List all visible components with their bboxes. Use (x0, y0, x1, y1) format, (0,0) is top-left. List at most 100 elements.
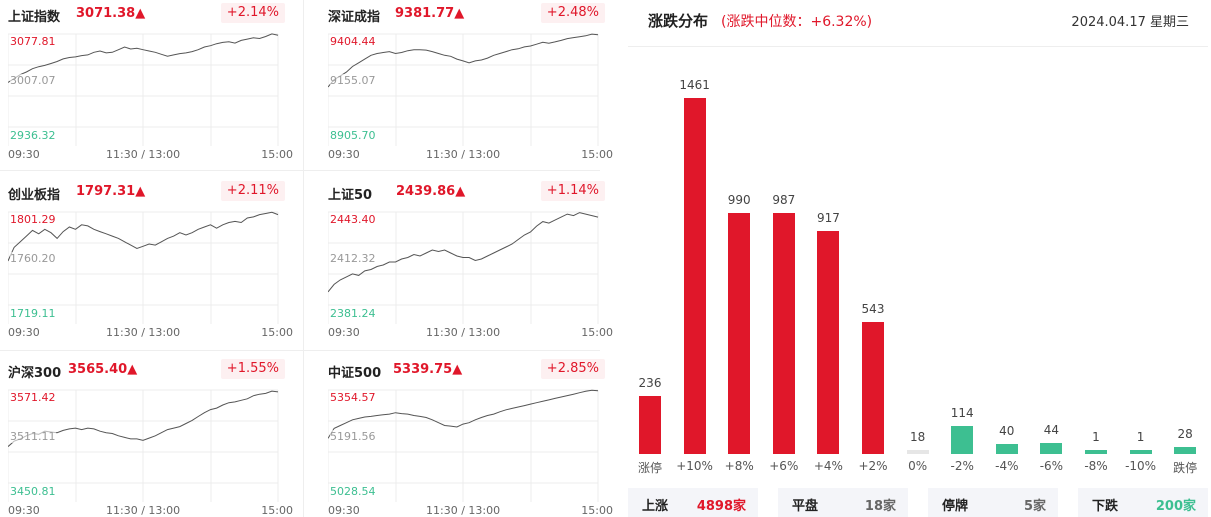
bar-value-label: 1461 (679, 78, 710, 92)
index-card-header: 上证指数 3071.38▲ +2.14% (8, 0, 293, 26)
time-mid: 11:30 / 13:00 (106, 148, 181, 161)
index-card[interactable]: 上证50 2439.86▲ +1.14% 2443.40 2412.32 238… (328, 178, 613, 340)
distribution-bar (1040, 443, 1063, 454)
header-divider (628, 46, 1208, 47)
row-divider (0, 350, 600, 351)
intraday-line-chart (328, 211, 599, 324)
distribution-bar-chart: 236 涨停 1461 +10% 990 +8% 987 +6% 917 +4% 543 +2% 18 0… (628, 60, 1208, 480)
intraday-line-chart (328, 33, 599, 146)
stat-down-label: 下跌 (1092, 499, 1119, 514)
distribution-bar (1129, 450, 1152, 454)
bar-category-label: 涨停 (637, 461, 662, 475)
distribution-bar (683, 98, 706, 454)
time-end: 15:00 (581, 326, 613, 339)
index-card[interactable]: 创业板指 1797.31▲ +2.11% 1801.29 1760.20 171… (8, 178, 293, 340)
index-name: 上证50 (328, 188, 373, 203)
axis-low-label: 8905.70 (330, 129, 376, 142)
index-name: 深证成指 (328, 10, 381, 25)
time-mid: 11:30 / 13:00 (106, 326, 181, 339)
time-start: 09:30 (328, 148, 360, 161)
index-price: 3565.40▲ (68, 362, 138, 377)
intraday-line-chart (328, 389, 599, 502)
column-divider (303, 0, 304, 517)
axis-mid-label: 5191.56 (330, 430, 376, 443)
index-price: 1797.31▲ (76, 184, 146, 199)
bar-category-label: -10% (1125, 459, 1157, 473)
distribution-bar (1174, 447, 1197, 454)
distribution-bar (639, 396, 661, 454)
index-name: 创业板指 (8, 188, 61, 203)
distribution-bar (817, 231, 840, 454)
intraday-chart: 5354.57 5191.56 5028.54 (328, 382, 613, 502)
axis-mid-label: 3007.07 (10, 74, 56, 87)
axis-mid-label: 2412.32 (330, 252, 376, 265)
distribution-title: 涨跌分布 (648, 12, 709, 30)
stat-suspended: 停牌 5家 (928, 488, 1058, 517)
bar-value-label: 44 (1043, 423, 1060, 437)
bar-category-label: -4% (995, 459, 1019, 473)
bar-value-label: 543 (861, 302, 885, 316)
time-start: 09:30 (8, 504, 40, 517)
index-change-badge: +2.11% (220, 181, 285, 201)
bar-value-label: 990 (727, 193, 751, 207)
axis-low-label: 1719.11 (10, 307, 56, 320)
axis-high-label: 2443.40 (330, 213, 376, 226)
index-card[interactable]: 中证500 5339.75▲ +2.85% 5354.57 5191.56 50… (328, 356, 613, 517)
intraday-chart: 3571.42 3511.11 3450.81 (8, 382, 293, 502)
axis-mid-label: 9155.07 (330, 74, 376, 87)
intraday-line-chart (8, 211, 279, 324)
distribution-subtitle: (涨跌中位数：+6.32%) (721, 14, 873, 30)
index-card[interactable]: 上证指数 3071.38▲ +2.14% 3077.81 3007.07 293… (8, 0, 293, 162)
bar-value-label: 236 (638, 376, 662, 390)
bar-category-label: 跌停 (1173, 461, 1198, 475)
bar-category-label: +8% (724, 459, 754, 473)
index-card[interactable]: 沪深300 3565.40▲ +1.55% 3571.42 3511.11 34… (8, 356, 293, 517)
time-mid: 11:30 / 13:00 (106, 504, 181, 517)
axis-mid-label: 3511.11 (10, 430, 56, 443)
time-axis: 09:30 11:30 / 13:00 15:00 (328, 504, 613, 517)
intraday-chart: 1801.29 1760.20 1719.11 (8, 204, 293, 324)
index-name: 中证500 (328, 366, 382, 381)
time-start: 09:30 (8, 326, 40, 339)
price-line (328, 389, 599, 439)
index-card-header: 沪深300 3565.40▲ +1.55% (8, 356, 293, 382)
axis-high-label: 9404.44 (330, 35, 376, 48)
bar-category-label: +4% (813, 459, 843, 473)
index-card-header: 中证500 5339.75▲ +2.85% (328, 356, 613, 382)
distribution-bar (906, 450, 929, 454)
bar-category-label: -8% (1084, 459, 1108, 473)
stat-flat-label: 平盘 (792, 499, 819, 514)
index-card-header: 上证50 2439.86▲ +1.14% (328, 178, 613, 204)
index-change-badge: +2.48% (540, 3, 605, 23)
time-mid: 11:30 / 13:00 (426, 504, 501, 517)
bar-value-label: 40 (999, 424, 1015, 438)
intraday-line-chart (8, 33, 279, 146)
bar-category-label: -6% (1039, 459, 1064, 473)
time-start: 09:30 (328, 504, 360, 517)
bar-category-label: 0% (908, 459, 928, 473)
distribution-bar (862, 322, 884, 454)
price-line (328, 33, 599, 88)
index-card-header: 深证成指 9381.77▲ +2.48% (328, 0, 613, 26)
time-axis: 09:30 11:30 / 13:00 15:00 (8, 326, 293, 340)
stat-up: 上涨 4898家 (628, 488, 758, 517)
index-change-badge: +1.55% (220, 359, 285, 379)
row-divider (0, 170, 600, 171)
stat-down-value: 200家 (1155, 499, 1196, 514)
stat-flat-value: 18家 (864, 499, 896, 514)
time-start: 09:30 (328, 326, 360, 339)
bar-value-label: 18 (909, 430, 926, 444)
index-card[interactable]: 深证成指 9381.77▲ +2.48% 9404.44 9155.07 890… (328, 0, 613, 162)
time-end: 15:00 (581, 148, 613, 161)
bar-category-label: +10% (676, 459, 713, 473)
distribution-bar (951, 426, 974, 454)
axis-high-label: 3571.42 (10, 391, 56, 404)
distribution-bar (772, 213, 795, 454)
time-axis: 09:30 11:30 / 13:00 15:00 (8, 148, 293, 162)
distribution-bar (995, 444, 1018, 454)
index-name: 上证指数 (8, 10, 61, 25)
axis-high-label: 5354.57 (330, 391, 376, 404)
price-line (8, 211, 279, 262)
time-end: 15:00 (261, 148, 293, 161)
axis-low-label: 2936.32 (10, 129, 56, 142)
